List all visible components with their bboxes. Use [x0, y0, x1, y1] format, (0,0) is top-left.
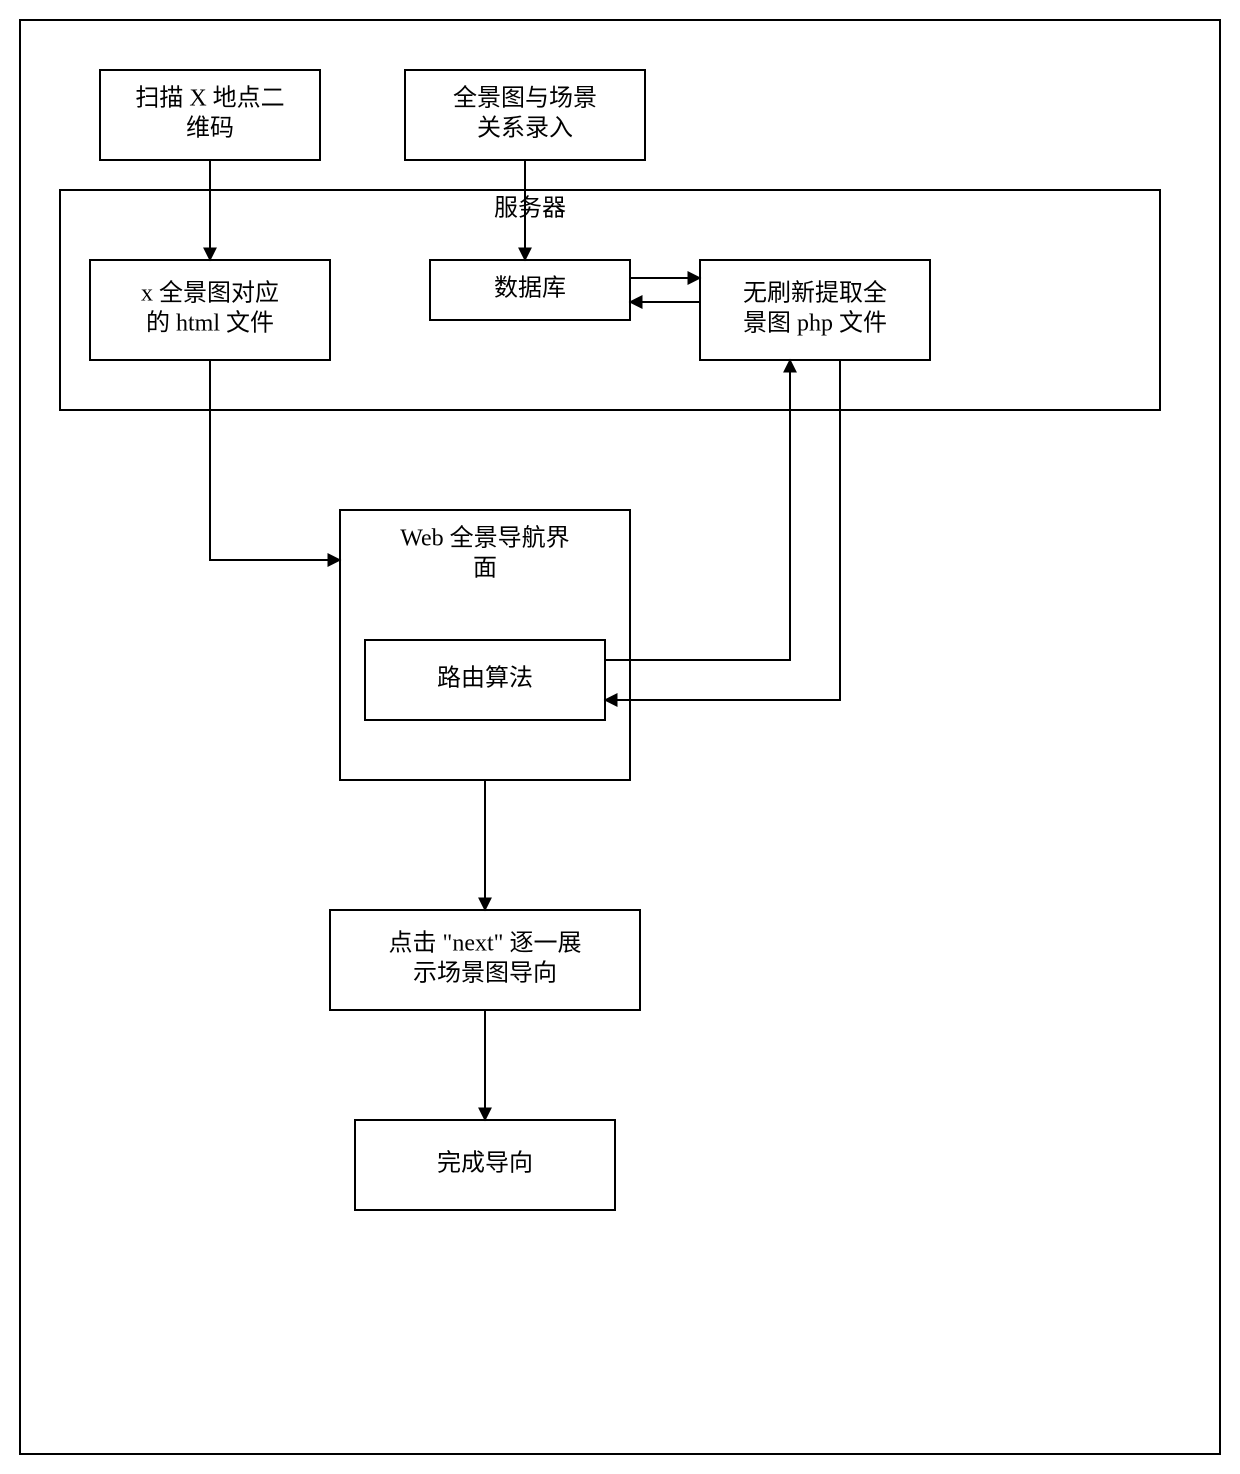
node-relation-label-1: 关系录入: [477, 115, 573, 142]
node-scan-label-0: 扫描 X 地点二: [135, 85, 284, 112]
node-webnav-label-0: Web 全景导航界: [400, 525, 569, 552]
node-php-label-1: 景图 php 文件: [743, 310, 887, 337]
node-html-label-0: x 全景图对应: [141, 280, 279, 307]
edge-routing-php-5: [605, 360, 790, 660]
edge-html-webnav-4: [210, 360, 340, 560]
node-done-label-0: 完成导向: [437, 1150, 533, 1177]
node-php-label-0: 无刷新提取全: [743, 280, 887, 307]
node-next-label-1: 示场景图导向: [413, 960, 557, 987]
node-routing-label-0: 路由算法: [437, 665, 533, 692]
node-scan-label-1: 维码: [186, 115, 234, 142]
server-label: 服务器: [494, 195, 566, 222]
node-db-label-0: 数据库: [494, 275, 566, 302]
node-next-label-0: 点击 "next" 逐一展: [389, 930, 582, 957]
node-webnav-label-1: 面: [473, 556, 497, 582]
node-relation-label-0: 全景图与场景: [453, 85, 597, 112]
node-html-label-1: 的 html 文件: [146, 310, 274, 337]
